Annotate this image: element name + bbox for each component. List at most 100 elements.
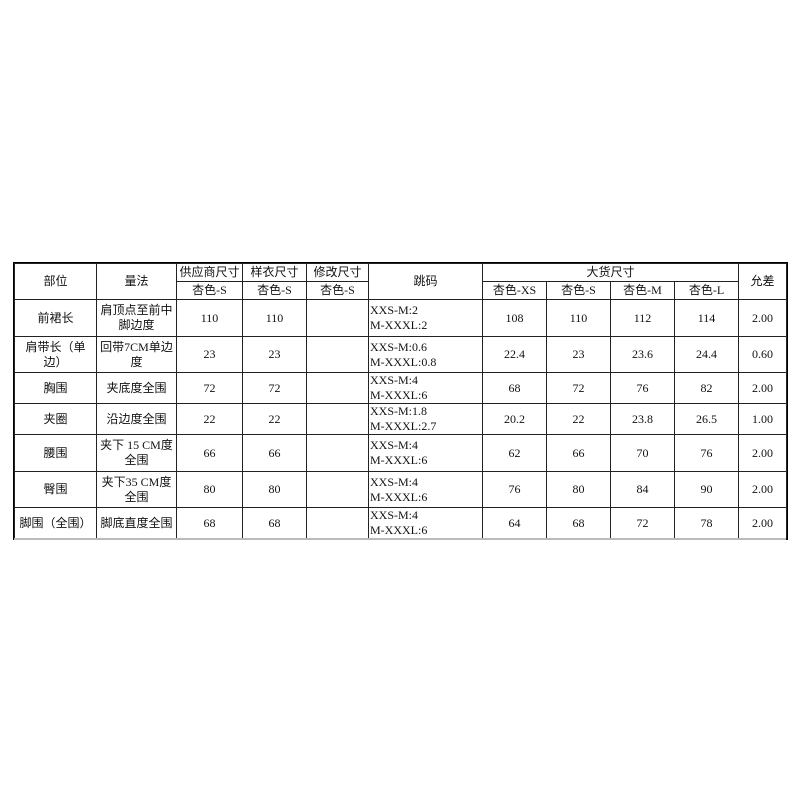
header-supplier: 供应商尺寸 [176,263,243,282]
part-cell: 脚围（全围） [14,507,97,539]
revised-cell [306,403,369,435]
sample-cell: 72 [242,372,307,404]
header-revised-size: 杏色-S [306,281,369,300]
table-row: 臀围 夹下35 CM度全围 80 80 XXS-M:4 M-XXXL:6 76 80 84 90 2… [14,471,787,508]
sample-cell: 68 [242,507,307,539]
grade-rule: M-XXXL:6 [370,388,428,402]
table-row: 前裙长 肩顶点至前中脚边度 110 110 XXS-M:2 M-XXXL:2 108 110 1… [14,299,787,337]
tolerance-cell: 2.00 [738,471,787,508]
grade-rule: M-XXXL:6 [370,453,428,467]
header-revised: 修改尺寸 [306,263,369,282]
grade-rule: M-XXXL:6 [370,523,428,537]
bulk-s-cell: 72 [546,372,611,404]
bulk-l-cell: 78 [674,507,739,539]
header-bulk: 大货尺寸 [482,263,739,282]
revised-cell [306,471,369,508]
bulk-l-cell: 24.4 [674,336,739,373]
revised-cell [306,372,369,404]
size-spec-table: 部位 量法 供应商尺寸 样衣尺寸 修改尺寸 跳码 大货尺寸 允差 杏色-S 杏色… [14,263,787,539]
header-tolerance: 允差 [738,263,787,300]
bulk-m-cell: 72 [610,507,675,539]
bulk-s-cell: 22 [546,403,611,435]
supplier-cell: 80 [176,471,243,508]
grade-cell: XXS-M:1.8 M-XXXL:2.7 [368,403,483,435]
header-sample-size: 杏色-S [242,281,307,300]
header-bulk-m: 杏色-M [610,281,675,300]
method-cell: 夹底度全围 [96,372,177,404]
part-cell: 胸围 [14,372,97,404]
tolerance-cell: 2.00 [738,507,787,539]
bulk-xs-cell: 20.2 [482,403,547,435]
table-row: 腰围 夹下 15 CM度全围 66 66 XXS-M:4 M-XXXL:6 62 66 70 76… [14,434,787,472]
bulk-l-cell: 26.5 [674,403,739,435]
tolerance-cell: 1.00 [738,403,787,435]
supplier-cell: 68 [176,507,243,539]
method-cell: 沿边度全围 [96,403,177,435]
grade-rule: XXS-M:1.8 [370,404,428,418]
sample-cell: 80 [242,471,307,508]
supplier-cell: 23 [176,336,243,373]
grade-rule: M-XXXL:0.8 [370,354,437,369]
table-row: 胸围 夹底度全围 72 72 XXS-M:4 M-XXXL:6 68 72 76 82 2.00 [14,372,787,404]
bulk-l-cell: 90 [674,471,739,508]
part-cell: 夹圈 [14,403,97,435]
sample-cell: 23 [242,336,307,373]
grade-cell: XXS-M:0.6 M-XXXL:0.8 [368,336,483,373]
tolerance-cell: 2.00 [738,299,787,337]
bulk-m-cell: 23.6 [610,336,675,373]
table-row: 脚围（全围） 脚底直度全围 68 68 XXS-M:4 M-XXXL:6 64 68 72 78 2… [14,507,787,539]
bulk-l-cell: 76 [674,434,739,472]
grade-rule: M-XXXL:2.7 [370,419,437,433]
method-cell: 脚底直度全围 [96,507,177,539]
sample-cell: 22 [242,403,307,435]
sample-cell: 110 [242,299,307,337]
bulk-xs-cell: 68 [482,372,547,404]
bulk-l-cell: 82 [674,372,739,404]
grade-cell: XXS-M:4 M-XXXL:6 [368,471,483,508]
supplier-cell: 22 [176,403,243,435]
grade-rule: XXS-M:2 [370,303,419,317]
supplier-cell: 72 [176,372,243,404]
tolerance-cell: 2.00 [738,434,787,472]
bulk-l-cell: 114 [674,299,739,337]
bulk-s-cell: 68 [546,507,611,539]
part-cell: 臀围 [14,471,97,508]
grade-cell: XXS-M:4 M-XXXL:6 [368,372,483,404]
header-sample: 样衣尺寸 [242,263,307,282]
table-row: 肩带长（单边） 回带7CM单边度 23 23 XXS-M:0.6 M-XXXL:0.8 22… [14,336,787,373]
bulk-m-cell: 84 [610,471,675,508]
bulk-m-cell: 70 [610,434,675,472]
bulk-xs-cell: 64 [482,507,547,539]
part-cell: 前裙长 [14,299,97,337]
bulk-s-cell: 80 [546,471,611,508]
bulk-m-cell: 76 [610,372,675,404]
sample-cell: 66 [242,434,307,472]
bulk-s-cell: 66 [546,434,611,472]
bulk-xs-cell: 108 [482,299,547,337]
bulk-s-cell: 110 [546,299,611,337]
method-cell: 夹下35 CM度全围 [96,471,177,508]
bulk-m-cell: 23.8 [610,403,675,435]
supplier-cell: 110 [176,299,243,337]
part-cell: 腰围 [14,434,97,472]
grade-rule: XXS-M:0.6 [370,339,428,354]
header-bulk-xs: 杏色-XS [482,281,547,300]
revised-cell [306,434,369,472]
grade-rule: XXS-M:4 [370,373,419,387]
header-bulk-s: 杏色-S [546,281,611,300]
grade-rule: XXS-M:4 [370,438,419,452]
supplier-cell: 66 [176,434,243,472]
header-grade: 跳码 [368,263,483,300]
tolerance-cell: 2.00 [738,372,787,404]
method-cell: 回带7CM单边度 [96,336,177,373]
header-method: 量法 [96,263,177,300]
bulk-xs-cell: 62 [482,434,547,472]
bulk-xs-cell: 22.4 [482,336,547,373]
bulk-s-cell: 23 [546,336,611,373]
method-cell: 夹下 15 CM度全围 [96,434,177,472]
part-cell: 肩带长（单边） [14,336,97,373]
grade-cell: XXS-M:4 M-XXXL:6 [368,507,483,539]
divider [14,538,786,540]
revised-cell [306,336,369,373]
tolerance-cell: 0.60 [738,336,787,373]
